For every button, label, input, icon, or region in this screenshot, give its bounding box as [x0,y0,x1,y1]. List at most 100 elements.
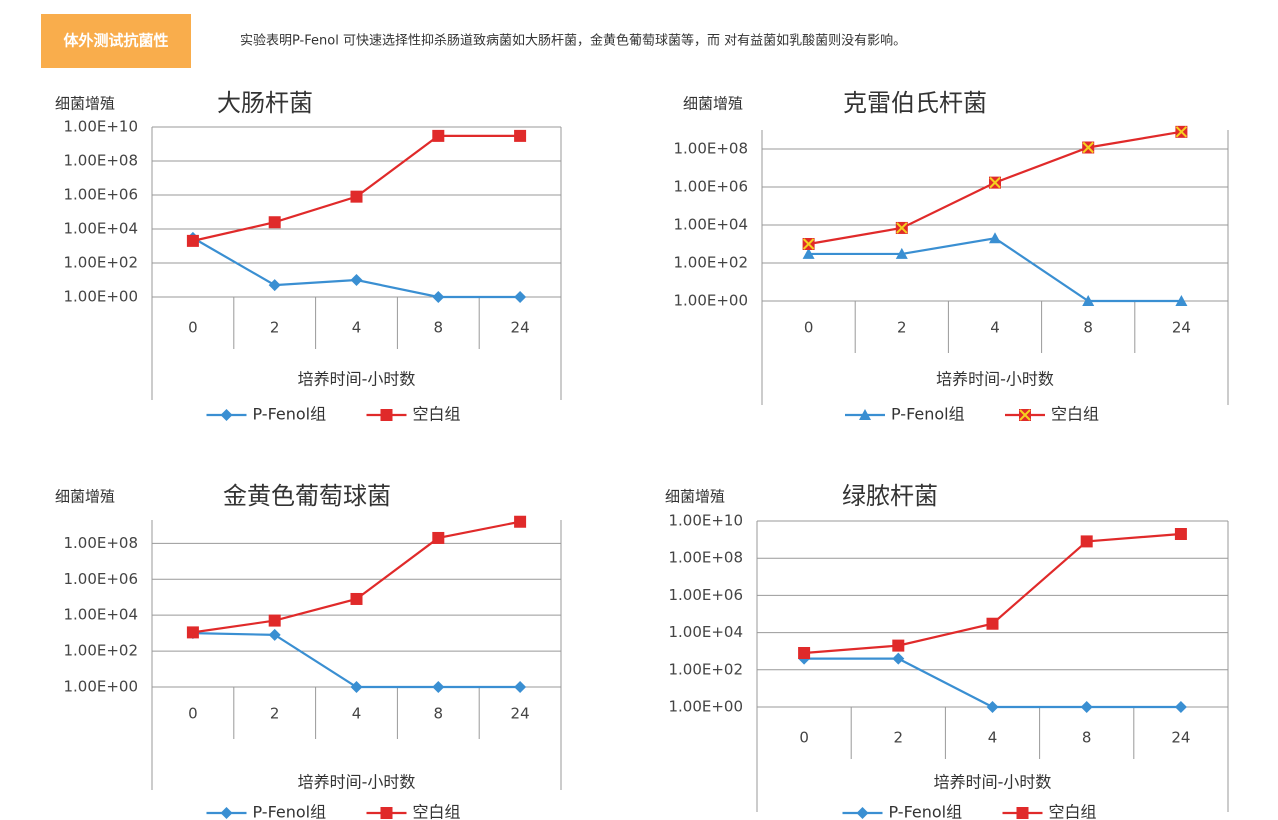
y-tick-label: 1.00E+06 [63,570,138,588]
x-tick-label: 2 [897,319,907,337]
marker [220,409,233,421]
y-tick-label: 1.00E+04 [673,216,748,234]
x-tick-label: 4 [352,319,362,337]
y-tick-label: 1.00E+08 [673,140,748,158]
marker-square [186,626,199,639]
marker-square [268,216,281,229]
series-line [804,657,1181,709]
marker [1080,535,1093,548]
x-axis-label: 培养时间-小时数 [934,773,1052,792]
x-tick-label: 0 [188,705,198,723]
x-tick-label: 24 [511,319,530,337]
marker-cross [989,176,1001,189]
y-tick-label: 1.00E+04 [668,623,743,641]
marker-square [892,639,905,652]
marker [1019,409,1031,421]
marker [432,291,445,303]
series-line [192,632,521,689]
marker-square [350,592,363,605]
legend-label: 空白组 [1049,803,1097,820]
y-tick-label: 1.00E+08 [668,549,743,567]
x-axis-label: 培养时间-小时数 [298,773,416,792]
marker [895,221,908,234]
marker [432,129,445,142]
y-tick-label: 1.00E+08 [63,534,138,552]
x-tick-label: 2 [894,729,904,747]
x-tick-label: 0 [188,319,198,337]
marker-cross [1019,409,1031,421]
marker [350,592,363,605]
marker-square [268,614,281,627]
marker-square [432,129,445,142]
marker-cross [1175,126,1188,138]
x-tick-label: 24 [511,705,530,723]
marker [268,628,281,641]
y-tick-label: 1.00E+00 [673,292,748,310]
x-tick-label: 8 [434,705,444,723]
marker-square [798,647,811,660]
marker [350,274,363,286]
marker [1175,125,1188,138]
marker [798,647,811,660]
marker [514,291,527,303]
y-tick-label: 1.00E+10 [668,512,743,530]
marker-square [514,515,527,528]
marker [1174,528,1187,541]
marker [986,701,999,713]
y-tick-label: 1.00E+02 [63,642,138,660]
marker [186,626,199,639]
marker [350,681,363,693]
y-tick-label: 1.00E+02 [63,254,138,272]
marker [380,409,393,421]
marker [856,807,869,819]
marker-square [380,409,393,421]
x-tick-label: 8 [434,319,444,337]
x-axis-label: 培养时间-小时数 [936,370,1054,389]
y-tick-label: 1.00E+10 [63,118,138,136]
marker-square [432,531,445,544]
marker [989,176,1001,189]
y-tick-label: 1.00E+00 [63,288,138,306]
y-tick-label: 1.00E+00 [63,678,138,696]
marker [268,614,281,627]
marker [514,515,527,528]
marker-square [380,807,393,819]
marker [1016,807,1029,819]
marker [1080,701,1093,713]
marker [892,639,905,652]
marker [514,129,527,142]
x-tick-label: 2 [270,705,280,723]
marker [859,409,871,420]
legend-label: P-Fenol组 [889,803,963,820]
y-axis-label: 细菌增殖 [683,95,743,113]
marker [989,232,1001,244]
description: 实验表明P-Fenol 可快速选择性抑杀肠道致病菌如大肠杆菌，金黄色葡萄球菌等，… [240,33,906,49]
series-line [192,520,521,634]
legend-label: P-Fenol组 [253,405,327,424]
marker [802,238,815,250]
marker [268,216,281,229]
marker-square [1016,807,1029,819]
marker [220,807,233,819]
legend-label: P-Fenol组 [891,405,965,424]
marker-cross [1082,141,1094,154]
x-tick-label: 8 [1082,729,1092,747]
series-line [804,532,1181,655]
marker [380,807,393,819]
y-axis-label: 细菌增殖 [55,488,115,506]
chart-title: 克雷伯氏杆菌 [843,89,987,117]
chart-title: 大肠杆菌 [217,89,313,117]
badge-box [41,14,191,68]
y-tick-label: 1.00E+04 [63,606,138,624]
marker-square [350,190,363,203]
x-axis-label: 培养时间-小时数 [298,370,416,389]
x-tick-label: 2 [270,319,280,337]
y-tick-label: 1.00E+06 [668,586,743,604]
series-line [192,134,521,242]
marker [514,681,527,693]
marker [892,652,905,665]
marker [1082,295,1095,306]
y-tick-label: 1.00E+04 [63,220,138,238]
